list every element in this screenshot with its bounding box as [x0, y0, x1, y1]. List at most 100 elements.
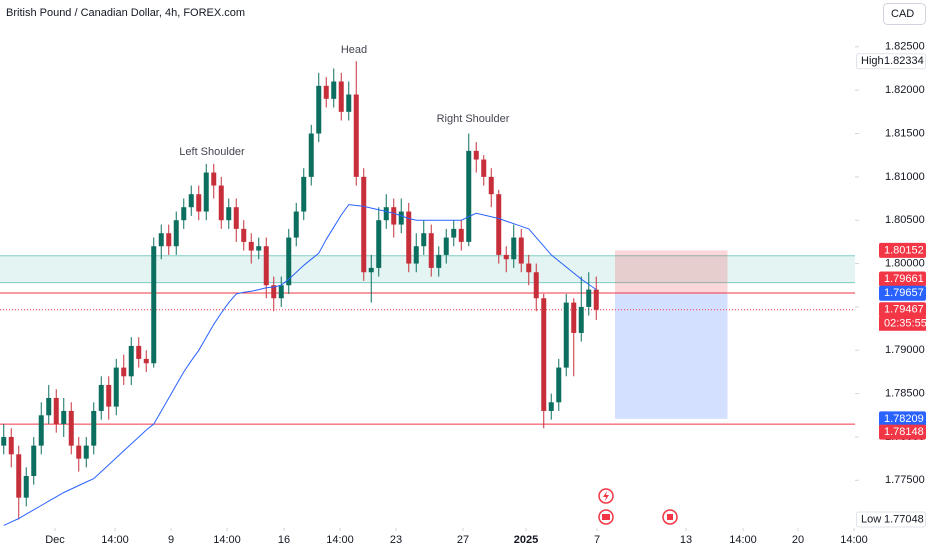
candle-body [248, 241, 254, 251]
y-tick-label: 1.80500 [885, 214, 925, 226]
candle-body [38, 415, 44, 446]
candle-body [271, 285, 277, 299]
extreme-label: Low [861, 513, 881, 525]
candle-body [68, 410, 74, 446]
annotation: Head [341, 44, 367, 56]
candle-body [391, 207, 397, 225]
chart-title: British Pound / Canadian Dollar, 4h, FOR… [6, 7, 245, 19]
candle-body [586, 289, 592, 307]
candle-body [578, 306, 584, 333]
candle-body [368, 267, 374, 273]
candle-body [121, 367, 127, 377]
extreme-value: 1.77048 [884, 513, 924, 525]
candle-body [53, 397, 59, 424]
currency-label: CAD [891, 8, 914, 20]
extreme-badge [856, 511, 926, 528]
price-badge [879, 271, 926, 287]
extreme-badge [856, 53, 926, 70]
candle-body [16, 454, 22, 498]
candle-body [443, 237, 449, 255]
x-tick-label: 20 [792, 534, 804, 546]
x-tick-label: 14:00 [840, 534, 868, 546]
candle-body [533, 272, 539, 299]
candle-body [61, 410, 67, 424]
candle-body [511, 237, 517, 260]
x-tick-label: 9 [168, 534, 174, 546]
candle-body [548, 402, 554, 411]
price-badge [879, 411, 926, 427]
candle-body [76, 445, 82, 459]
candle-body [211, 172, 217, 186]
candle-body [166, 233, 172, 247]
candle-body [181, 207, 187, 221]
price-badge [879, 302, 926, 318]
candle-body [376, 220, 382, 268]
candle-body [458, 228, 464, 242]
countdown-label: 02:35:55 [884, 318, 927, 330]
y-tick-label: 1.79000 [885, 344, 925, 356]
price-badge-label: 1.80152 [884, 244, 924, 256]
x-tick-label: Dec [45, 534, 65, 546]
position-reward [615, 293, 728, 419]
x-tick-label: 14:00 [101, 534, 129, 546]
event-glyph [603, 491, 609, 501]
currency-button[interactable] [883, 3, 926, 25]
candle-body [301, 176, 307, 212]
candle-body [113, 367, 119, 407]
candle-body [563, 302, 569, 368]
y-tick-label: 1.80000 [885, 257, 925, 269]
moving-average [3, 204, 597, 526]
x-tick-label: 7 [594, 534, 600, 546]
axis-labels: 1.775001.780001.785001.790001.795001.800… [45, 41, 927, 546]
price-badge-label: 1.78148 [884, 426, 924, 438]
candle-body [526, 263, 532, 273]
candle-body [383, 207, 389, 221]
annotation: Left Shoulder [179, 146, 245, 158]
price-badge-label: 1.78209 [884, 413, 924, 425]
candle-body [188, 194, 194, 208]
y-tick-label: 1.81000 [885, 171, 925, 183]
candle-body [106, 384, 112, 407]
candle-body [143, 358, 149, 364]
candle-body [151, 246, 157, 364]
candle-body [31, 445, 37, 476]
candle-body [91, 410, 97, 446]
candle-body [136, 345, 142, 359]
candle-body [98, 384, 104, 411]
price-badge [879, 285, 926, 301]
candle-body [556, 367, 562, 403]
candle-body [173, 220, 179, 247]
extreme-value: 1.82334 [884, 55, 924, 67]
x-tick-label: 23 [390, 534, 402, 546]
candle-body [346, 94, 352, 112]
candle-body [571, 302, 577, 333]
y-tick-label: 1.81500 [885, 127, 925, 139]
candle-body [541, 298, 547, 411]
candle-body [8, 436, 14, 455]
candle-body [353, 94, 359, 177]
event-icons [598, 488, 678, 525]
candle-body [421, 233, 427, 247]
candle-body [518, 237, 524, 264]
candle-body [361, 176, 367, 273]
candle-body [23, 475, 29, 498]
candle-body [406, 211, 412, 264]
candle-body [46, 397, 52, 416]
candle-body [323, 85, 329, 99]
candle-body [428, 233, 434, 268]
price-badge-label: 1.79661 [884, 273, 924, 285]
event-glyph [602, 514, 610, 520]
x-tick-label: 14:00 [729, 534, 757, 546]
candle-body [451, 228, 457, 238]
x-tick-label: 27 [457, 534, 469, 546]
candle-body [593, 289, 599, 310]
y-tick-label: 1.82500 [885, 41, 925, 53]
y-tick-label: 1.82000 [885, 84, 925, 96]
position-risk [615, 250, 728, 294]
annotation: Right Shoulder [437, 113, 510, 125]
candle-body [331, 81, 337, 99]
x-tick-label: 2025 [514, 534, 538, 546]
candle-body [308, 133, 314, 177]
x-tick-label: 13 [680, 534, 692, 546]
